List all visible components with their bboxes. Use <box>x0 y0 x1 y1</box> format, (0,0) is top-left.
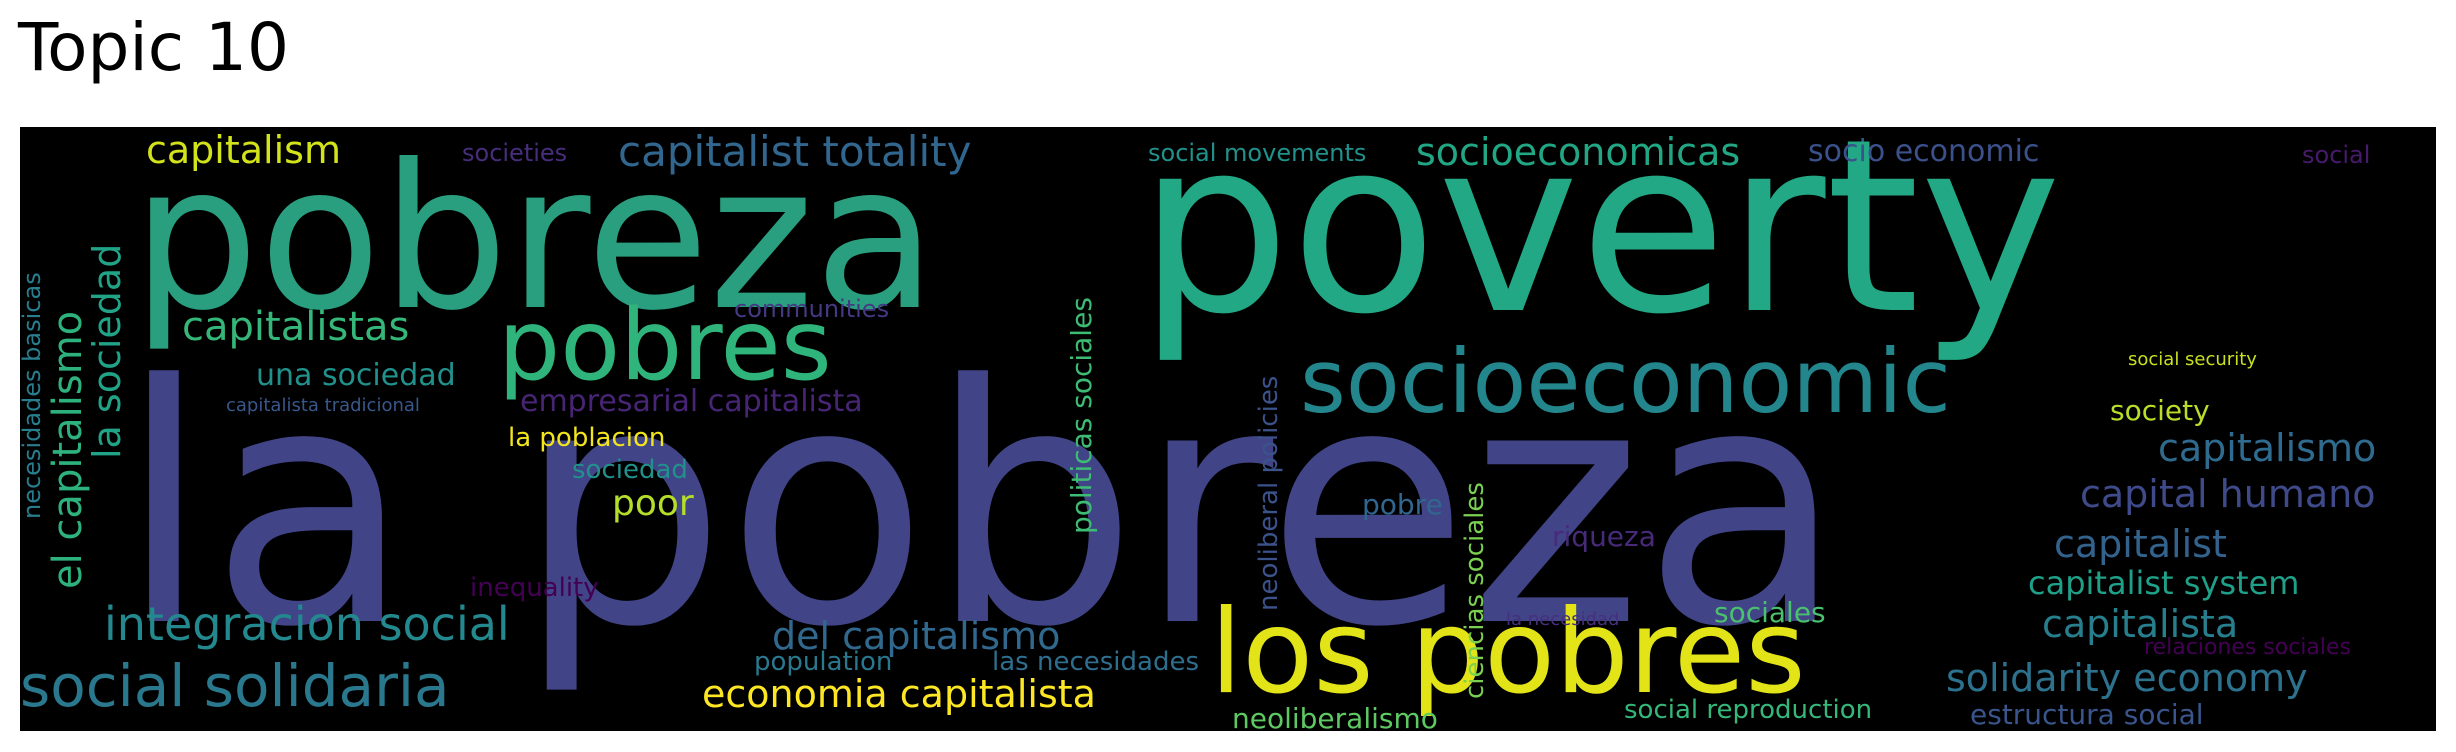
cloud-word: neoliberal policies <box>1254 375 1284 611</box>
cloud-word: solidarity economy <box>1946 656 2308 700</box>
cloud-word: social reproduction <box>1624 695 1873 725</box>
cloud-word: la sociedad <box>85 243 129 459</box>
cloud-word: pobres <box>498 289 832 403</box>
cloud-word: communities <box>734 295 890 323</box>
cloud-word: ciencias sociales <box>1460 482 1490 699</box>
cloud-word: pobre <box>1362 488 1443 521</box>
cloud-word: socio economic <box>1808 134 2040 169</box>
cloud-word: sociedad <box>572 455 688 485</box>
cloud-word: social <box>2302 141 2371 169</box>
cloud-word: integracion social <box>104 597 510 651</box>
cloud-word: empresarial capitalista <box>520 384 863 419</box>
cloud-word: riqueza <box>1552 520 1656 553</box>
cloud-word: capitalist totality <box>618 127 972 176</box>
cloud-word: socioeconomic <box>1300 330 1951 433</box>
cloud-word: poor <box>612 483 694 524</box>
cloud-word: politicas sociales <box>1065 297 1098 534</box>
cloud-word: la poblacion <box>508 423 666 453</box>
cloud-word: necesidades basicas <box>20 272 46 519</box>
page-title: Topic 10 <box>18 9 289 86</box>
cloud-word: capitalismo <box>2158 426 2377 470</box>
cloud-word: society <box>2110 394 2210 427</box>
cloud-word: las necesidades <box>992 647 1199 677</box>
cloud-word: los pobres <box>1210 585 1806 720</box>
cloud-word: inequality <box>470 573 599 603</box>
cloud-word: sociales <box>1714 596 1826 629</box>
cloud-word: poverty <box>1138 127 2062 367</box>
cloud-word: capitalist <box>2054 522 2227 566</box>
cloud-word: una sociedad <box>256 358 456 393</box>
cloud-word: population <box>754 647 893 677</box>
cloud-word: pobreza <box>132 127 937 355</box>
cloud-word: social solidaria <box>20 652 450 720</box>
cloud-word: capitalism <box>146 128 341 172</box>
cloud-word: economia capitalista <box>702 672 1096 716</box>
cloud-word: social security <box>2128 349 2257 370</box>
word-cloud: la pobreza poverty pobreza los pobres so… <box>20 127 2436 731</box>
cloud-word: capital humano <box>2080 472 2376 516</box>
cloud-word: capitalist system <box>2028 564 2300 602</box>
cloud-word: social movements <box>1148 139 1367 167</box>
cloud-word: la pobreza <box>118 315 1845 699</box>
cloud-word: la necesidad <box>1506 609 1620 630</box>
cloud-word: socioeconomicas <box>1416 130 1741 174</box>
cloud-word: el capitalismo <box>45 310 91 589</box>
cloud-word: neoliberalismo <box>1232 702 1438 732</box>
cloud-word: estructura social <box>1970 698 2204 731</box>
cloud-word: capitalista tradicional <box>226 395 420 416</box>
cloud-word: societies <box>462 139 568 167</box>
cloud-word: del capitalismo <box>772 614 1061 658</box>
cloud-word: capitalista <box>2042 602 2239 646</box>
cloud-word: relaciones sociales <box>2144 635 2352 660</box>
cloud-word: capitalistas <box>182 304 410 350</box>
